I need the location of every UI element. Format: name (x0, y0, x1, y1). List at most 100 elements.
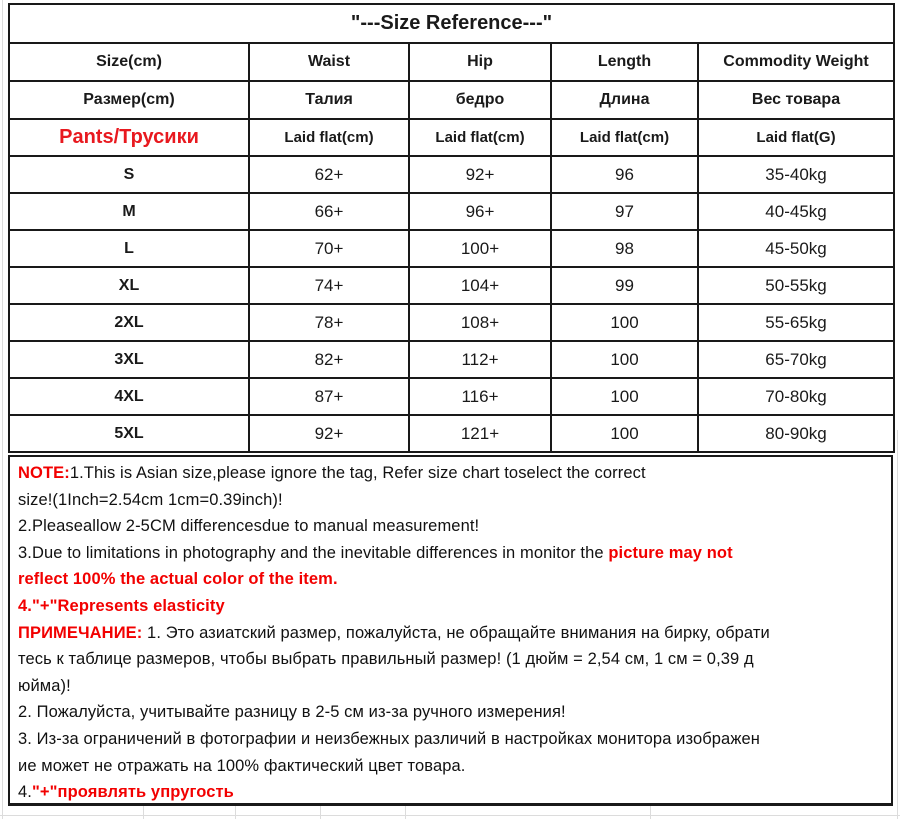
header-waist: Waist (248, 42, 410, 82)
hip-cell: 92+ (408, 155, 552, 194)
header-size-ru: Размер(cm) (8, 80, 250, 120)
table-row-l: L 70+ 100+ 98 45-50kg (8, 229, 896, 268)
table-row-m: M 66+ 96+ 97 40-45kg (8, 192, 896, 231)
length-cell: 100 (550, 303, 699, 342)
header-waist-ru: Талия (248, 80, 410, 120)
waist-cell: 70+ (248, 229, 410, 268)
sheet-gridline (143, 806, 144, 819)
size-cell: S (8, 155, 250, 194)
size-cell: 5XL (8, 414, 250, 453)
note-text: 1.This is Asian size,please ignore the t… (69, 464, 646, 482)
hip-cell: 108+ (408, 303, 552, 342)
note-line-6: 4."+"Represents elasticity (18, 593, 883, 620)
hip-cell: 104+ (408, 266, 552, 305)
waist-cell: 62+ (248, 155, 410, 194)
note-label: NOTE: (18, 464, 70, 482)
note-warning: picture may not (608, 543, 733, 562)
header-hip-ru: бедро (408, 80, 552, 120)
weight-cell: 65-70kg (696, 340, 896, 379)
size-reference-table: "---Size Reference---" Size(cm) Waist Hi… (7, 3, 896, 453)
weight-cell: 50-55kg (696, 266, 896, 305)
note-label-ru: ПРИМЕЧАНИЕ: (18, 623, 143, 642)
weight-cell: 70-80kg (696, 377, 896, 416)
sheet-gridline (320, 806, 321, 819)
notes-box: NOTE:1.This is Asian size,please ignore … (8, 455, 893, 806)
weight-cell: 45-50kg (696, 229, 896, 268)
note-text: 2.Pleaseallow 2-5CM differencesdue to ma… (18, 517, 480, 536)
table-row-4xl: 4XL 87+ 116+ 100 70-80kg (8, 377, 896, 416)
sheet-gridline (650, 806, 651, 819)
pants-label: Pants/Трусики (8, 118, 250, 157)
note-line-1: NOTE:1.This is Asian size,please ignore … (18, 460, 883, 487)
note-warning: reflect 100% the actual color of the ite… (18, 570, 338, 589)
header-length: Length (550, 42, 699, 82)
hip-cell: 116+ (408, 377, 552, 416)
laid-flat-waist: Laid flat(cm) (248, 118, 410, 157)
note-text: 3.Due to limitations in photography and … (18, 543, 609, 562)
note-line-5: reflect 100% the actual color of the ite… (18, 566, 883, 593)
laid-flat-hip: Laid flat(cm) (408, 118, 552, 157)
note-line-3: 2.Pleaseallow 2-5CM differencesdue to ma… (18, 513, 883, 540)
waist-cell: 66+ (248, 192, 410, 231)
size-cell: L (8, 229, 250, 268)
hip-cell: 100+ (408, 229, 552, 268)
note-text: 4. (18, 783, 32, 802)
note-text: тесь к таблице размеров, чтобы выбрать п… (18, 650, 754, 669)
hip-cell: 112+ (408, 340, 552, 379)
weight-cell: 40-45kg (696, 192, 896, 231)
size-cell: XL (8, 266, 250, 305)
header-length-ru: Длина (550, 80, 699, 120)
hip-cell: 121+ (408, 414, 552, 453)
sheet-gridline (0, 815, 900, 816)
sheet-gridline (897, 430, 898, 819)
header-row-english: Size(cm) Waist Hip Length Commodity Weig… (8, 42, 896, 82)
table-row-5xl: 5XL 92+ 121+ 100 80-90kg (8, 414, 896, 453)
header-size: Size(cm) (8, 42, 250, 82)
note-line-8: тесь к таблице размеров, чтобы выбрать п… (18, 646, 883, 673)
header-weight-ru: Вес товара (696, 80, 896, 120)
weight-cell: 35-40kg (696, 155, 896, 194)
length-cell: 100 (550, 377, 699, 416)
size-cell: M (8, 192, 250, 231)
header-hip: Hip (408, 42, 552, 82)
waist-cell: 78+ (248, 303, 410, 342)
weight-cell: 80-90kg (696, 414, 896, 453)
laid-flat-weight: Laid flat(G) (696, 118, 896, 157)
waist-cell: 82+ (248, 340, 410, 379)
waist-cell: 74+ (248, 266, 410, 305)
laid-flat-length: Laid flat(cm) (550, 118, 699, 157)
length-cell: 97 (550, 192, 699, 231)
note-line-10: 2. Пожалуйста, учитывайте разницу в 2-5 … (18, 699, 883, 726)
table-row-2xl: 2XL 78+ 108+ 100 55-65kg (8, 303, 896, 342)
header-row-russian: Размер(cm) Талия бедро Длина Вес товара (8, 80, 896, 120)
sheet-gridline (235, 806, 236, 819)
header-row-measure: Pants/Трусики Laid flat(cm) Laid flat(cm… (8, 118, 896, 157)
note-line-13: 4."+"проявлять упругость (18, 779, 883, 806)
note-text: 3. Из-за ограничений в фотографии и неиз… (18, 729, 760, 748)
length-cell: 100 (550, 414, 699, 453)
waist-cell: 87+ (248, 377, 410, 416)
note-text: юйма)! (18, 676, 71, 695)
hip-cell: 96+ (408, 192, 552, 231)
sheet-gridline (405, 806, 406, 819)
note-text: 1. Это азиатский размер, пожалуйста, не … (142, 623, 770, 642)
table-row-3xl: 3XL 82+ 112+ 100 65-70kg (8, 340, 896, 379)
length-cell: 99 (550, 266, 699, 305)
length-cell: 98 (550, 229, 699, 268)
note-line-11: 3. Из-за ограничений в фотографии и неиз… (18, 726, 883, 753)
note-line-2: size!(1Inch=2.54cm 1cm=0.39inch)! (18, 487, 883, 514)
waist-cell: 92+ (248, 414, 410, 453)
size-cell: 2XL (8, 303, 250, 342)
length-cell: 100 (550, 340, 699, 379)
header-commodity-weight: Commodity Weight (696, 42, 896, 82)
table-title: "---Size Reference---" (7, 3, 896, 44)
note-text: 2. Пожалуйста, учитывайте разницу в 2-5 … (18, 703, 566, 722)
note-line-9: юйма)! (18, 673, 883, 700)
weight-cell: 55-65kg (696, 303, 896, 342)
length-cell: 96 (550, 155, 699, 194)
note-elasticity: 4."+"Represents elasticity (18, 596, 225, 615)
table-row-xl: XL 74+ 104+ 99 50-55kg (8, 266, 896, 305)
note-text: size!(1Inch=2.54cm 1cm=0.39inch)! (18, 490, 283, 509)
size-cell: 3XL (8, 340, 250, 379)
note-line-7: ПРИМЕЧАНИЕ: 1. Это азиатский размер, пож… (18, 620, 883, 647)
